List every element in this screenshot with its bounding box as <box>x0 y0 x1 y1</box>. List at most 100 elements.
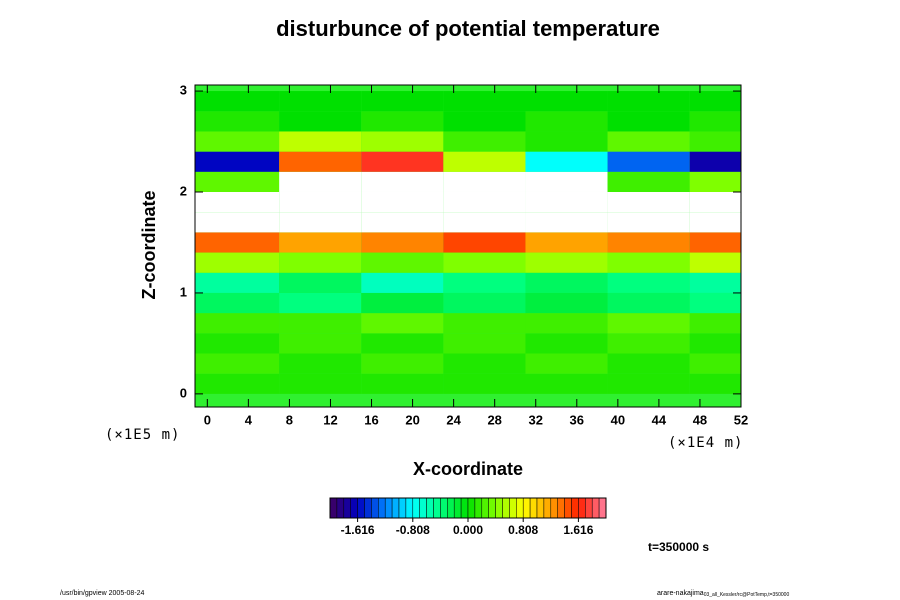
heat-cell <box>279 292 362 314</box>
heat-cell <box>607 111 690 132</box>
heat-cell <box>361 373 444 394</box>
colorbar-cell <box>474 497 483 519</box>
colorbar-cell <box>440 497 448 519</box>
heat-cell <box>443 373 526 394</box>
heat-cell <box>443 212 526 233</box>
colorbar-cell <box>481 497 489 519</box>
heat-cell <box>195 212 280 233</box>
heat-cell <box>443 252 526 273</box>
y-tick-label: 3 <box>180 82 187 97</box>
y-tick-label: 0 <box>180 385 187 400</box>
heat-cell <box>195 171 280 192</box>
x-tick-label: 32 <box>529 412 543 427</box>
colorbar-cell <box>509 497 517 519</box>
heat-cell <box>443 232 526 253</box>
heat-cell <box>689 252 741 273</box>
heat-cell <box>525 373 608 394</box>
colorbar-cell <box>516 497 524 519</box>
heat-cell <box>361 292 444 314</box>
colorbar-cell <box>543 497 552 519</box>
colorbar-cell <box>495 497 503 519</box>
heat-cell <box>195 333 280 354</box>
heat-cell <box>525 191 608 213</box>
heat-cell <box>361 272 444 293</box>
footer-right: arare-nakajima03_all_Kessler/rc@PotTemp,… <box>657 590 789 598</box>
heat-cell <box>607 171 690 192</box>
heat-cell <box>279 333 362 354</box>
heat-cell <box>689 272 741 293</box>
colorbar-cell <box>529 497 538 519</box>
heat-cell <box>279 272 362 293</box>
heat-cell <box>361 353 444 374</box>
colorbar-cell <box>378 497 386 519</box>
heat-cell <box>279 313 362 334</box>
y-tick-label: 1 <box>180 284 187 299</box>
heat-cell <box>689 171 741 192</box>
colorbar-cell <box>433 497 441 519</box>
colorbar-cell <box>571 497 579 519</box>
heat-cell <box>607 232 690 253</box>
colorbar-cell <box>578 497 586 519</box>
heat-cell <box>689 232 741 253</box>
heat-cell <box>443 91 526 112</box>
colorbar-cell <box>536 497 545 519</box>
heat-cell <box>443 171 526 192</box>
heat-cell <box>195 272 280 293</box>
colorbar-cell <box>419 497 427 519</box>
heat-cell <box>607 191 690 213</box>
heat-cell <box>279 232 362 253</box>
heat-cell <box>361 232 444 253</box>
heat-cell <box>607 292 690 314</box>
y-unit: (×1E5 m) <box>105 427 180 443</box>
heat-cell <box>195 151 280 172</box>
colorbar-cell <box>488 497 496 519</box>
heat-cell <box>361 191 444 213</box>
colorbar-cell <box>357 497 365 519</box>
heat-cell <box>607 91 690 112</box>
heat-cell <box>279 111 362 132</box>
heat-cell <box>689 151 741 172</box>
x-tick-label: 48 <box>693 412 707 427</box>
heat-cell <box>279 373 362 394</box>
heat-cell <box>525 111 608 132</box>
heat-cell <box>279 171 362 192</box>
colorbar-cell <box>598 497 607 519</box>
colorbar-cell <box>398 497 407 519</box>
heat-cell <box>525 171 608 192</box>
heat-cell <box>361 313 444 334</box>
heat-cell <box>607 131 690 152</box>
heat-cell <box>689 353 741 374</box>
colorbar-cell <box>447 497 455 519</box>
colorbar-cell <box>585 497 593 519</box>
heat-cell <box>361 131 444 152</box>
x-tick-label: 24 <box>446 412 461 427</box>
colorbar-cell <box>426 497 434 519</box>
x-tick-label: 4 <box>245 412 253 427</box>
heat-cell <box>361 91 444 112</box>
colorbar-tick-label: -0.808 <box>396 523 430 537</box>
heat-cell <box>607 151 690 172</box>
colorbar-cell <box>336 497 345 519</box>
heat-cell <box>525 272 608 293</box>
time-label: t=350000 s <box>648 540 709 554</box>
heat-cell <box>279 252 362 273</box>
heat-cell <box>361 252 444 273</box>
heat-cell <box>279 191 362 213</box>
heat-cell <box>607 252 690 273</box>
footer-right-sub: 03_all_Kessler/rc@PotTemp,t=350000 <box>704 592 790 598</box>
colorbar-cell <box>557 497 565 519</box>
x-tick-label: 0 <box>204 412 211 427</box>
x-tick-label: 12 <box>323 412 337 427</box>
x-tick-label: 52 <box>734 412 748 427</box>
heat-cell <box>689 191 741 213</box>
heat-cell <box>525 232 608 253</box>
colorbar-cell <box>460 497 469 519</box>
heat-cell <box>443 111 526 132</box>
x-tick-label: 44 <box>652 412 667 427</box>
heat-cell <box>607 353 690 374</box>
heat-cell <box>525 151 608 172</box>
colorbar-cell <box>467 497 476 519</box>
chart-title: disturbunce of potential temperature <box>276 16 660 41</box>
heat-cell <box>689 111 741 132</box>
